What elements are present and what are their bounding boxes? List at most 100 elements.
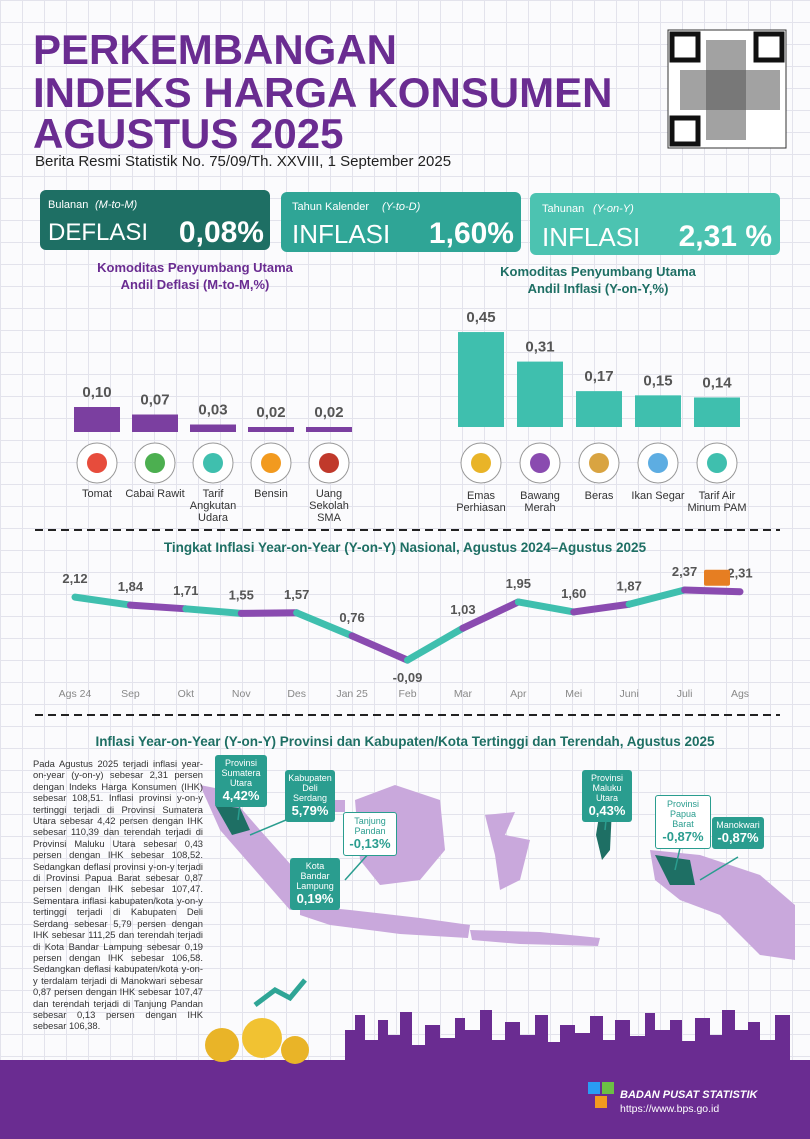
title-line: INDEKS HARGA KONSUMEN <box>33 69 612 116</box>
value-label: 1,55 <box>229 587 254 602</box>
icon-glyph <box>530 453 550 473</box>
chart-title: Komoditas Penyumbang Utama <box>500 264 697 279</box>
bar <box>517 361 563 427</box>
value-label: 2,31 <box>727 566 752 581</box>
line-segment <box>681 586 744 596</box>
value-label: 1,84 <box>118 579 144 594</box>
indonesia-map <box>200 785 795 960</box>
bar <box>132 414 178 432</box>
category-label: Tarif Angkutan Udara <box>189 488 237 524</box>
callout-label: Tanjung Pandan <box>354 816 386 836</box>
summary-box <box>281 192 521 252</box>
callout-value: 0,43% <box>588 803 626 818</box>
icon-glyph <box>145 453 165 473</box>
line-segment <box>71 593 134 609</box>
callout: Kota Bandar Lampung 0,19% <box>290 858 340 910</box>
callout: Manokwari -0,87% <box>712 817 764 849</box>
callout-value: 0,19% <box>296 891 334 906</box>
callout-value: -0,87% <box>717 830 759 845</box>
chart-title: Tingkat Inflasi Year-on-Year (Y-on-Y) Na… <box>164 540 647 555</box>
icon-glyph <box>203 453 223 473</box>
bar <box>248 427 294 432</box>
callout: Provinsi Maluku Utara 0,43% <box>582 770 632 822</box>
summary-kind: INFLASI <box>292 219 390 249</box>
map-title: Inflasi Year-on-Year (Y-on-Y) Provinsi d… <box>95 734 715 749</box>
category-label: Bensin <box>254 488 288 500</box>
subtitle: Berita Resmi Statistik No. 75/09/Th. XXV… <box>35 153 451 170</box>
title-line: AGUSTUS 2025 <box>33 110 343 157</box>
bar <box>306 427 352 432</box>
line-segment <box>625 586 689 608</box>
value-label: -0,09 <box>393 670 423 685</box>
bar <box>458 332 504 427</box>
x-tick-label: Apr <box>510 688 527 700</box>
footer-band <box>0 1060 810 1139</box>
x-tick-label: Des <box>287 688 306 700</box>
x-tick-label: Nov <box>232 688 251 700</box>
summary-value: 2,31 % <box>679 220 772 253</box>
callout-label: Provinsi Maluku Utara <box>590 773 623 803</box>
value-label: 0,17 <box>584 368 613 385</box>
line-segment <box>459 598 522 632</box>
summary-box <box>40 190 270 250</box>
value-label: 1,60 <box>561 586 586 601</box>
value-label: 2,37 <box>672 564 697 579</box>
summary-value: 1,60% <box>429 217 514 250</box>
chart-title: Komoditas Penyumbang Utama <box>97 260 294 275</box>
summary-period: (Y-on-Y) <box>593 203 634 215</box>
summary-kind: INFLASI <box>542 222 640 252</box>
category-label: Emas Perhiasan <box>456 490 506 514</box>
x-tick-label: Mar <box>454 688 473 700</box>
icon-glyph <box>261 453 281 473</box>
category-label: Beras <box>584 490 614 502</box>
value-label: 0,02 <box>256 404 285 421</box>
callout-value: -0,87% <box>662 829 704 844</box>
callout: Provinsi Papua Barat -0,87% <box>655 795 711 849</box>
x-tick-label: Ags 24 <box>59 688 92 700</box>
callout-value: 4,42% <box>222 788 260 803</box>
callout-label: Kabupaten Deli Serdang <box>288 773 332 803</box>
bar <box>576 391 622 427</box>
category-label: Cabai Rawit <box>125 488 185 500</box>
coins <box>205 978 309 1064</box>
summary-period: Tahun Kalender <box>292 201 369 213</box>
category-label: Uang Sekolah SMA <box>309 488 349 524</box>
icon-glyph <box>707 453 727 473</box>
category-label: Tarif Air Minum PAM <box>687 490 747 514</box>
line-segment <box>182 605 245 617</box>
x-tick-label: Mei <box>565 688 582 700</box>
summary-period: (M-to-M) <box>95 199 137 211</box>
truck <box>704 569 730 586</box>
line-segment <box>293 609 356 640</box>
callout-pointer <box>699 856 739 881</box>
skyline <box>345 1010 790 1060</box>
value-label: 1,03 <box>450 602 475 617</box>
x-tick-label: Okt <box>178 688 194 700</box>
chart-subtitle: Andil Inflasi (Y-on-Y,%) <box>528 281 669 296</box>
value-label: 1,57 <box>284 587 309 602</box>
callout-label: Provinsi Papua Barat <box>666 799 699 829</box>
summary-period: (Y-to-D) <box>382 201 421 213</box>
value-label: 0,15 <box>643 372 672 389</box>
callout-label: Provinsi Sumatera Utara <box>221 758 261 788</box>
callout-label: Manokwari <box>716 820 760 830</box>
value-label: 0,45 <box>466 309 495 326</box>
callout: Provinsi Sumatera Utara 4,42% <box>215 755 267 807</box>
category-label: Tomat <box>82 488 112 500</box>
qr-code <box>667 29 787 149</box>
summary-value: 0,08% <box>179 216 264 249</box>
value-label: 0,07 <box>140 392 169 409</box>
callout-label: Kota Bandar Lampung <box>296 861 334 891</box>
value-label: 0,03 <box>198 402 227 419</box>
org-url: https://www.bps.go.id <box>620 1103 719 1115</box>
x-tick-label: Sep <box>121 688 140 700</box>
category-label: Ikan Segar <box>631 490 685 502</box>
x-tick-label: Juli <box>677 688 693 700</box>
line-segment <box>237 609 301 617</box>
callout-value: 5,79% <box>291 803 329 818</box>
line-segment <box>570 600 633 616</box>
value-label: 0,31 <box>525 339 554 356</box>
summary-period: Bulanan <box>48 199 88 211</box>
line-segment <box>514 598 578 616</box>
value-label: 1,87 <box>617 578 642 593</box>
